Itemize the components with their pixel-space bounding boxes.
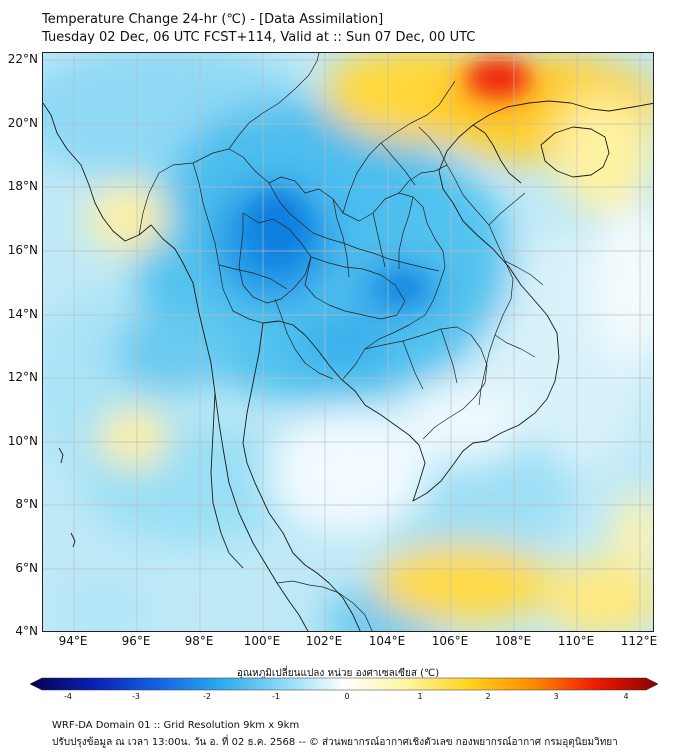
lat-tick-22: 22°N — [7, 52, 38, 66]
colorbar-tick-neg1: -1 — [272, 692, 280, 701]
colorbar-tick-neg2: -2 — [203, 692, 211, 701]
colorbar-gradient — [30, 677, 658, 691]
colorbar-tick-neg3: -3 — [132, 692, 140, 701]
lat-tick-10: 10°N — [7, 434, 38, 448]
lon-tick-94: 94°E — [58, 634, 88, 648]
colorbar-tick-3: 3 — [553, 692, 559, 701]
lon-tick-110: 110°E — [557, 634, 595, 648]
lon-tick-106: 106°E — [431, 634, 469, 648]
lat-tick-4: 4°N — [15, 624, 38, 638]
colorbar-title: อุณหภูมิเปลี่ยนแปลง หน่วย องศาเซลเซียส (… — [236, 668, 440, 679]
lon-tick-96: 96°E — [121, 634, 151, 648]
map-subtitle: Tuesday 02 Dec, 06 UTC FCST+114, Valid a… — [42, 30, 476, 45]
colorbar-tick-neg4: -4 — [64, 692, 72, 701]
lon-tick-108: 108°E — [494, 634, 532, 648]
borders — [138, 53, 544, 631]
footer-model-info: WRF-DA Domain 01 :: Grid Resolution 9km … — [52, 720, 300, 731]
lat-tick-20: 20°N — [7, 116, 38, 130]
temperature-change-map — [42, 52, 654, 632]
lat-tick-6: 6°N — [15, 561, 38, 575]
map-title: Temperature Change 24-hr (℃) - [Data Ass… — [42, 12, 384, 27]
lat-tick-16: 16°N — [7, 243, 38, 257]
colorbar-tick-4: 4 — [623, 692, 629, 701]
colorbar-tick-2: 2 — [485, 692, 491, 701]
lon-tick-104: 104°E — [368, 634, 406, 648]
lon-tick-102: 102°E — [305, 634, 343, 648]
footer-credit: ปรับปรุงข้อมูล ณ เวลา 13:00น. วัน อ. ที่… — [52, 737, 618, 748]
lon-tick-112: 112°E — [620, 634, 658, 648]
colorbar — [30, 677, 658, 691]
lat-tick-14: 14°N — [7, 307, 38, 321]
grid-lines — [43, 53, 653, 631]
colorbar-tick-1: 1 — [417, 692, 423, 701]
lon-tick-100: 100°E — [243, 634, 281, 648]
lat-tick-12: 12°N — [7, 370, 38, 384]
lat-tick-18: 18°N — [7, 179, 38, 193]
colorbar-tick-0: 0 — [344, 692, 350, 701]
coastlines — [43, 100, 653, 631]
lon-tick-98: 98°E — [184, 634, 214, 648]
lat-tick-8: 8°N — [15, 497, 38, 511]
